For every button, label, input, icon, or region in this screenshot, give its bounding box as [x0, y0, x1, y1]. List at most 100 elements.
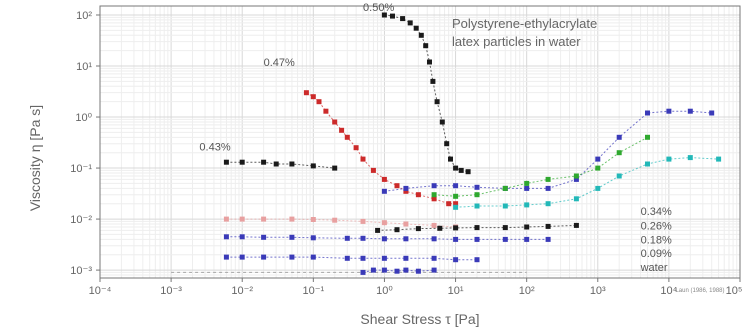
data-point	[595, 165, 601, 171]
data-point	[446, 201, 452, 207]
data-point	[381, 255, 387, 261]
data-point	[687, 155, 693, 161]
series-0-43-	[223, 159, 338, 171]
data-point	[344, 134, 350, 140]
data-point	[332, 217, 338, 223]
data-point	[545, 223, 551, 229]
data-point	[415, 226, 421, 232]
axes	[99, 5, 741, 279]
series-line	[384, 14, 469, 173]
series-0-18-	[431, 134, 650, 199]
y-axis-label: Viscosity η [Pa s]	[27, 105, 43, 211]
data-point	[403, 255, 409, 261]
data-point	[223, 254, 229, 260]
data-point	[344, 235, 350, 241]
data-point	[573, 176, 579, 182]
data-series	[171, 12, 722, 275]
data-point	[223, 234, 229, 240]
data-point	[616, 150, 622, 156]
data-point	[430, 78, 436, 84]
data-point	[381, 236, 387, 242]
data-point	[310, 94, 316, 100]
data-point	[545, 185, 551, 191]
data-point	[431, 236, 437, 242]
data-point	[431, 255, 437, 261]
plot-frame	[99, 5, 741, 279]
data-point	[616, 173, 622, 179]
series-0-09-	[223, 216, 459, 230]
data-point	[323, 108, 329, 114]
data-point	[545, 176, 551, 182]
data-point	[261, 234, 267, 240]
data-point	[303, 90, 309, 96]
data-point	[381, 176, 387, 182]
data-point	[666, 156, 672, 162]
data-point	[310, 235, 316, 241]
data-point	[239, 159, 245, 165]
data-point	[453, 236, 459, 242]
data-point	[524, 202, 530, 208]
series-label-water: water	[640, 262, 668, 274]
data-point	[407, 20, 413, 26]
y-tick-label: 10⁰	[75, 112, 92, 124]
series-label-0-43-: 0.43%	[199, 142, 230, 154]
data-point	[370, 167, 376, 173]
tick-labels: 10⁻⁴ 10⁻³ 10⁻² 10⁻¹ 10⁰ 10¹ 10² 10³ 10⁴ 10⁵ 10⁻³ 10…	[70, 10, 742, 297]
data-point	[360, 255, 366, 261]
data-point	[415, 268, 421, 274]
data-point	[403, 267, 409, 273]
data-point	[465, 169, 471, 175]
data-point	[437, 225, 443, 231]
data-point	[332, 119, 338, 125]
data-point	[645, 134, 650, 140]
series-0-34-	[381, 108, 715, 194]
series-label-0-09-: 0.09%	[641, 248, 672, 260]
x-tick-label: 10¹	[448, 285, 464, 297]
data-point	[310, 217, 316, 222]
x-tick-label: 10⁻²	[231, 285, 253, 297]
data-point	[444, 141, 450, 147]
data-point	[573, 173, 579, 179]
data-point	[289, 254, 295, 260]
data-point	[400, 16, 406, 22]
series-line	[226, 236, 549, 240]
data-point	[524, 185, 530, 191]
data-point	[239, 254, 245, 260]
data-point	[418, 32, 424, 38]
data-point	[474, 236, 480, 242]
data-point	[502, 236, 508, 242]
series-line	[455, 157, 719, 208]
data-point	[474, 257, 480, 263]
data-point	[448, 156, 453, 162]
data-point	[223, 159, 229, 165]
data-point	[474, 203, 480, 209]
data-point	[360, 235, 366, 241]
series-0-26-	[453, 155, 722, 210]
data-point	[394, 268, 400, 274]
x-tick-label: 10⁵	[726, 285, 743, 297]
data-point	[310, 163, 316, 169]
data-point	[453, 165, 459, 171]
series-line	[377, 224, 577, 231]
data-point	[390, 13, 395, 19]
data-point	[474, 225, 480, 231]
data-point	[403, 236, 409, 242]
x-axis-label: Shear Stress τ [Pa]	[360, 311, 479, 327]
data-point	[332, 165, 338, 171]
data-point	[545, 201, 551, 207]
series-unlabeled-10	[223, 254, 480, 263]
data-point	[595, 185, 601, 191]
data-point	[339, 127, 345, 133]
data-point	[502, 185, 508, 191]
data-point	[453, 225, 459, 231]
x-tick-label: 10²	[519, 285, 535, 297]
data-point	[427, 59, 432, 65]
data-point	[239, 234, 245, 240]
data-point	[431, 267, 437, 273]
data-point	[239, 216, 245, 222]
data-point	[375, 227, 381, 233]
series-unlabeled-9	[223, 234, 551, 242]
data-point	[573, 196, 579, 202]
data-point	[502, 225, 508, 231]
